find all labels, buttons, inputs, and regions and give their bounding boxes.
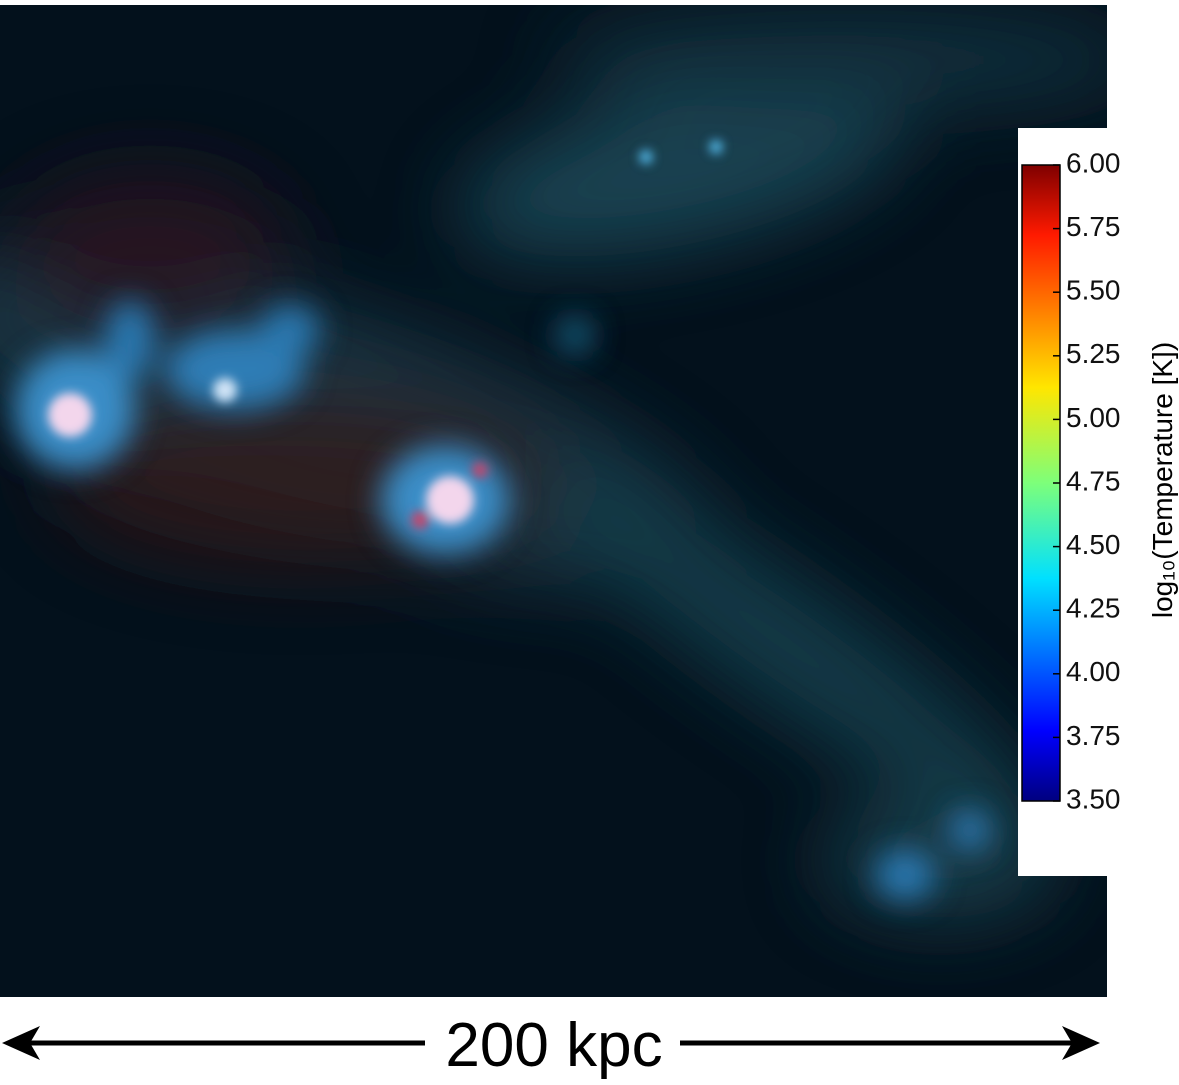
colorbar-label: log₁₀(Temperature [K]) (1147, 342, 1178, 618)
figure: 3.50 3.75 4.00 4.25 4.50 4.75 5.00 5.25 5.50 5.75… (0, 0, 1179, 1085)
colorbar-tick-label: 4.75 (1066, 465, 1121, 496)
colorbar-tick-label: 3.75 (1066, 720, 1121, 751)
colorbar-tick-label: 4.25 (1066, 593, 1121, 624)
colorbar-tick-label: 4.50 (1066, 529, 1121, 560)
colorbar-tick-label: 6.00 (1066, 147, 1121, 178)
scale-bar: 200 kpc (2, 1011, 1100, 1080)
scale-bar-label: 200 kpc (445, 1011, 662, 1080)
colorbar-tick-label: 5.75 (1066, 211, 1121, 242)
simulation-image (0, 5, 1150, 997)
colorbar-tick-label: 5.25 (1066, 338, 1121, 369)
colorbar-tick-label: 3.50 (1066, 783, 1121, 814)
colorbar-tick-label: 5.50 (1066, 275, 1121, 306)
colorbar-tick-label: 5.00 (1066, 402, 1121, 433)
colorbar-tick-label: 4.00 (1066, 656, 1121, 687)
